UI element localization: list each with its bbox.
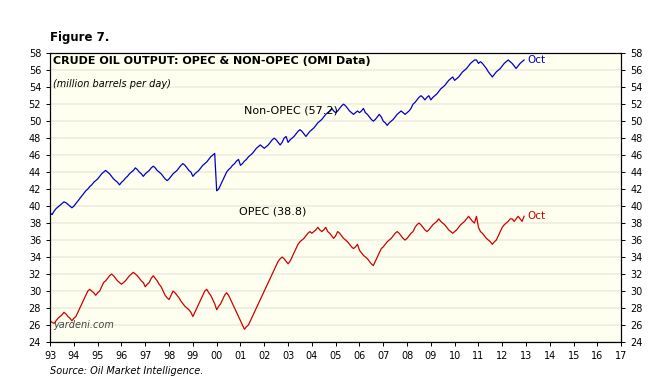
Text: OPEC (38.8): OPEC (38.8): [238, 206, 306, 216]
Text: Figure 7.: Figure 7.: [50, 31, 110, 44]
Text: CRUDE OIL OUTPUT: OPEC & NON-OPEC (OMI Data): CRUDE OIL OUTPUT: OPEC & NON-OPEC (OMI D…: [53, 56, 371, 66]
Text: yardeni.com: yardeni.com: [53, 320, 114, 331]
Text: Non-OPEC (57.2): Non-OPEC (57.2): [244, 105, 338, 115]
Text: Oct: Oct: [528, 211, 546, 221]
Text: Source: Oil Market Intelligence.: Source: Oil Market Intelligence.: [50, 366, 204, 376]
Text: Oct: Oct: [528, 55, 546, 65]
Text: (million barrels per day): (million barrels per day): [53, 79, 171, 89]
